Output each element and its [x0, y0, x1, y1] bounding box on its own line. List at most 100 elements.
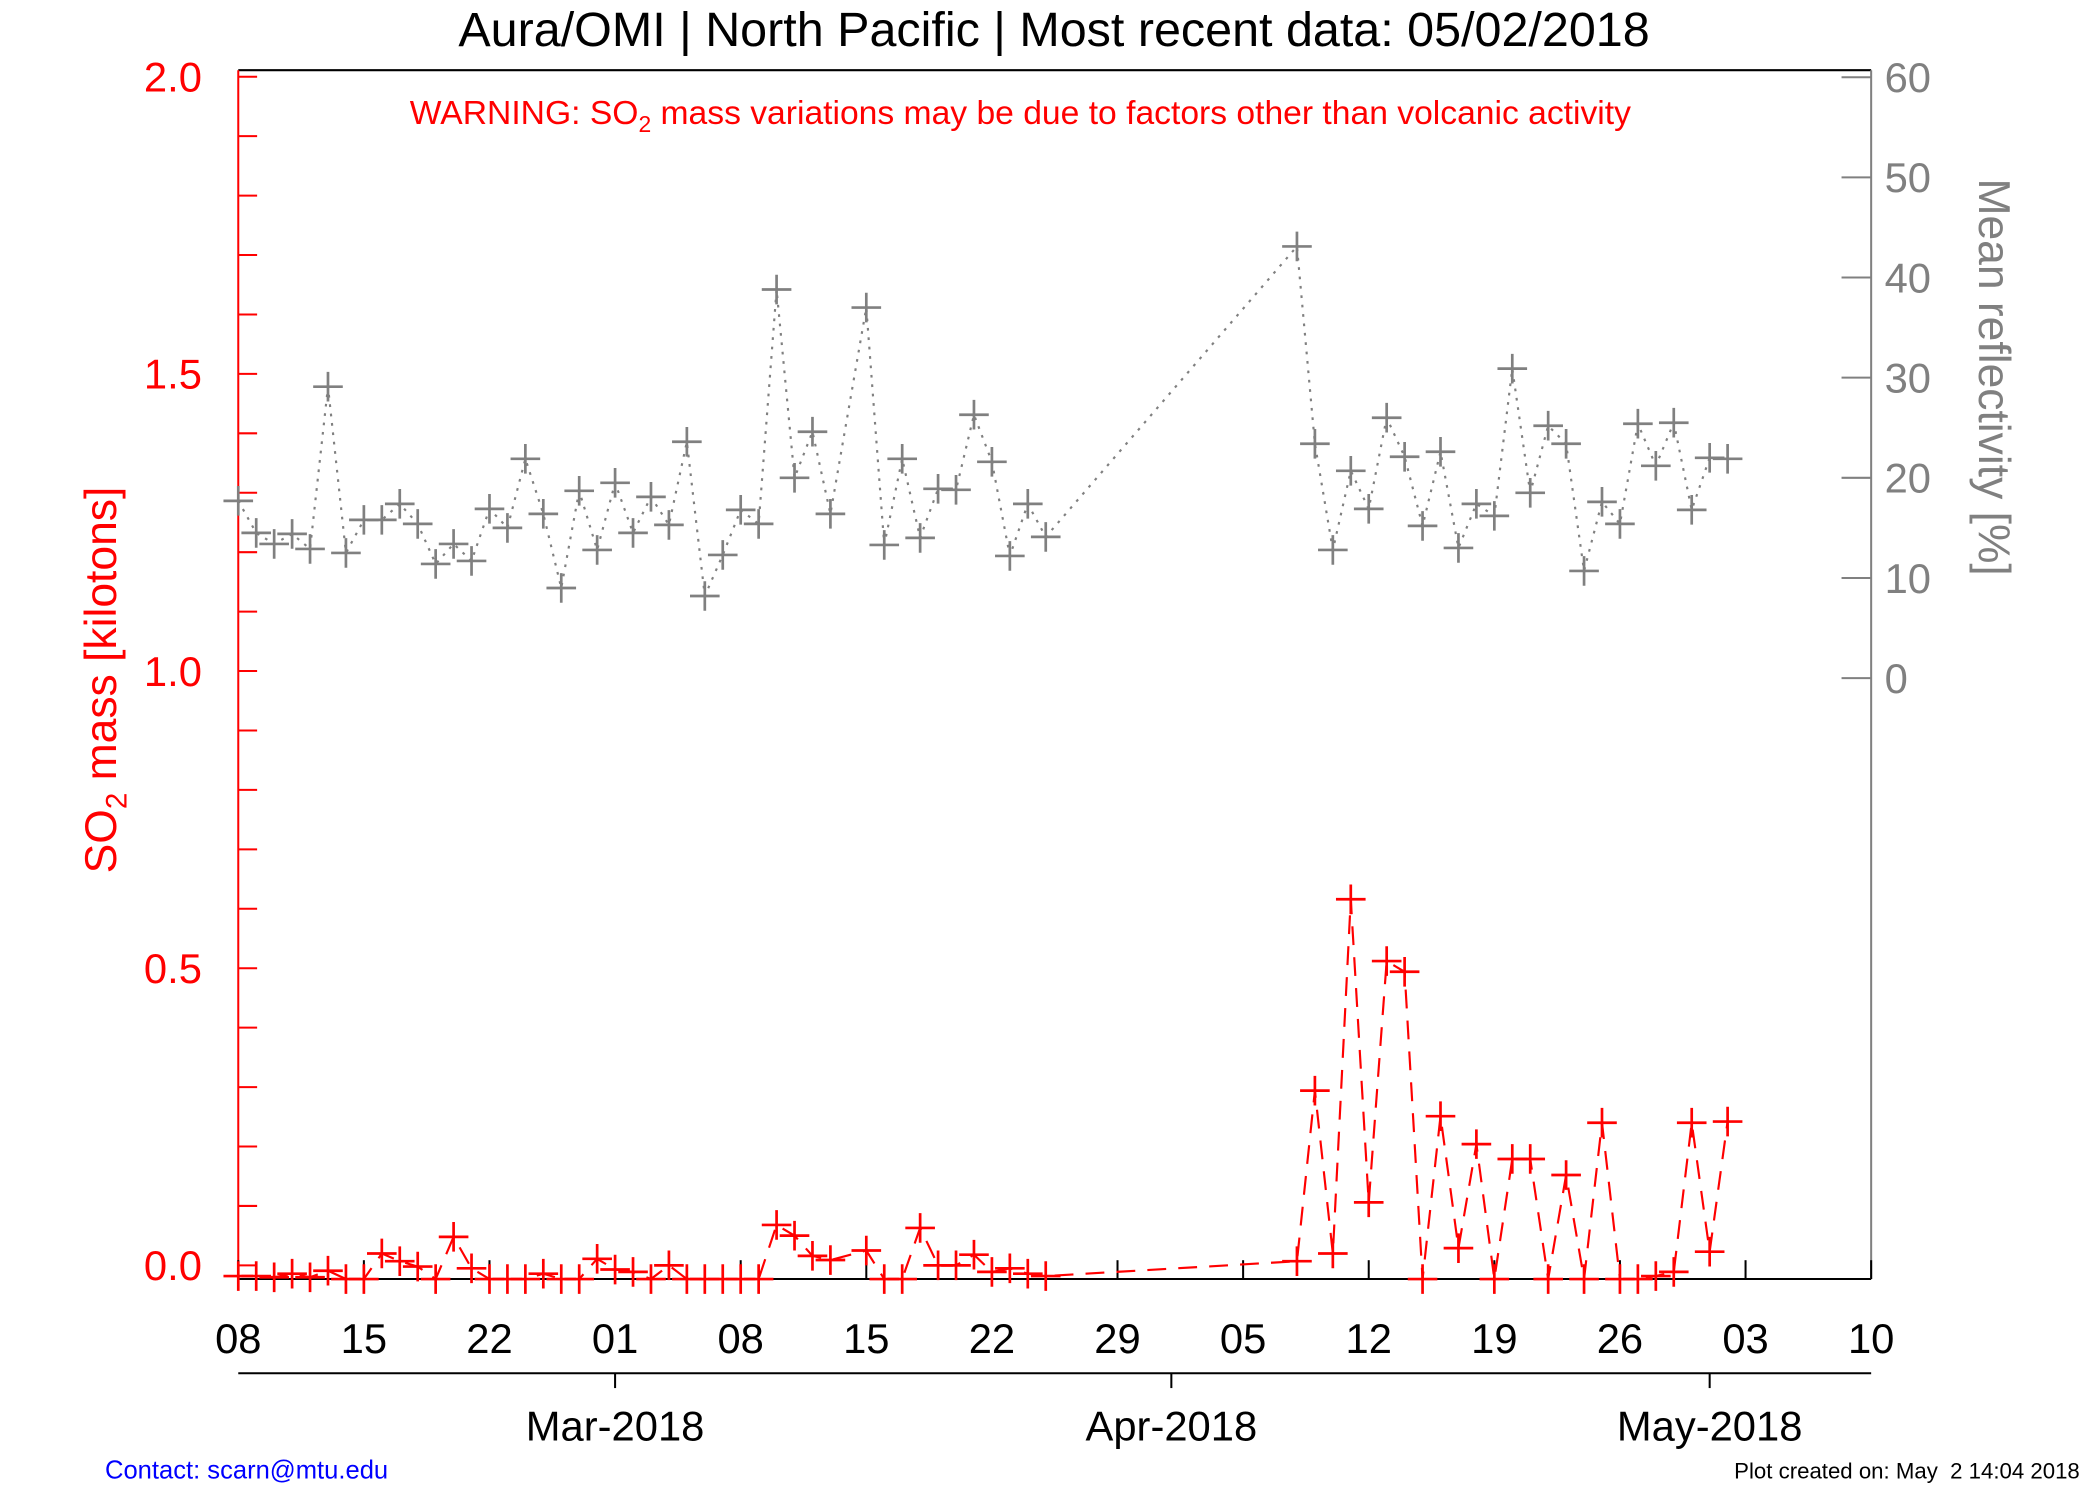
marker [1282, 231, 1312, 262]
marker [1587, 1107, 1617, 1138]
marker [761, 1210, 792, 1240]
marker [851, 292, 882, 323]
marker [582, 535, 612, 565]
marker [1641, 450, 1671, 481]
x-tick-label: 15 [341, 1315, 387, 1362]
marker [1658, 1257, 1689, 1287]
marker [1605, 509, 1635, 539]
marker [1407, 1264, 1438, 1294]
marker [1389, 956, 1420, 987]
marker [1353, 494, 1384, 524]
created-date: Plot created on: May 2 14:04 2018 [1734, 1458, 2080, 1483]
marker [707, 540, 738, 570]
y2-tick-label: 30 [1885, 354, 1931, 401]
marker [420, 1264, 451, 1294]
marker [869, 530, 900, 560]
marker [474, 494, 505, 524]
series-line [237, 243, 1728, 601]
marker [636, 482, 666, 512]
marker [349, 1264, 379, 1294]
marker [941, 475, 971, 505]
marker [1712, 1106, 1743, 1137]
marker [295, 1262, 325, 1293]
marker [1407, 511, 1438, 541]
marker [1030, 522, 1061, 552]
marker [600, 468, 630, 498]
marker [277, 1258, 307, 1289]
x-tick-label: 19 [1471, 1315, 1517, 1362]
x-tick-label: 15 [843, 1315, 889, 1362]
marker [654, 1250, 684, 1281]
marker [977, 446, 1007, 477]
marker [1443, 533, 1474, 563]
marker [528, 1258, 559, 1289]
month-tick-label: Mar-2018 [526, 1403, 705, 1450]
marker [528, 499, 559, 529]
y2-axis-label: Mean reflectivity [%] [1969, 178, 2018, 575]
x-tick-label: 03 [1722, 1315, 1768, 1362]
marker [1515, 478, 1546, 508]
marker [1282, 1246, 1312, 1277]
marker [367, 1238, 397, 1269]
marker [905, 523, 935, 553]
marker [1371, 402, 1402, 433]
marker [1335, 455, 1366, 486]
marker [887, 1264, 917, 1294]
y-label-part: SO [77, 809, 126, 873]
marker [1425, 436, 1456, 467]
marker [654, 510, 684, 540]
warning-annotation: WARNING: SO2 mass variations may be due … [410, 95, 1631, 137]
marker [1712, 443, 1743, 474]
marker [1641, 1261, 1671, 1291]
marker [1676, 495, 1707, 525]
x-tick-label: 22 [466, 1315, 512, 1362]
marker [1623, 408, 1653, 439]
marker [259, 1262, 289, 1293]
marker [905, 1213, 935, 1243]
y-tick-label: 1.0 [144, 648, 202, 695]
marker [779, 1220, 810, 1251]
marker [815, 499, 846, 529]
marker [743, 509, 774, 539]
y-label-part: mass [kilotons] [77, 487, 126, 793]
x-tick-label: 29 [1094, 1315, 1140, 1362]
y2-tick-label: 10 [1885, 555, 1931, 602]
marker [295, 534, 325, 564]
marker [600, 1254, 630, 1285]
x-tick-label: 12 [1346, 1315, 1392, 1362]
marker [313, 1255, 343, 1286]
y2-tick-label: 20 [1885, 455, 1931, 502]
marker [277, 519, 307, 549]
marker [1658, 407, 1689, 438]
marker [1479, 1264, 1510, 1294]
marker [402, 1251, 433, 1282]
x-tick-label: 05 [1220, 1315, 1266, 1362]
marker [1318, 1238, 1348, 1269]
marker [438, 529, 469, 559]
marker [1443, 1233, 1474, 1263]
marker [1389, 441, 1420, 472]
marker [1569, 556, 1599, 586]
marker [1587, 487, 1617, 517]
marker [761, 274, 792, 305]
marker [259, 529, 289, 559]
month-tick-label: Apr-2018 [1086, 1403, 1258, 1450]
marker [959, 1239, 989, 1270]
marker [995, 1253, 1025, 1284]
y2-tick-label: 40 [1885, 254, 1931, 301]
marker [1497, 353, 1528, 384]
marker [941, 1250, 971, 1281]
marker [1371, 946, 1402, 976]
y-tick-label: 2.0 [144, 54, 202, 101]
y-tick-label: 0.5 [144, 945, 202, 992]
marker [851, 1235, 882, 1266]
marker [725, 495, 756, 525]
x-tick-label: 26 [1597, 1315, 1643, 1362]
marker [1533, 410, 1563, 441]
marker [618, 1257, 648, 1287]
marker [1300, 428, 1330, 459]
marker [1533, 1264, 1563, 1294]
marker [815, 1245, 846, 1275]
